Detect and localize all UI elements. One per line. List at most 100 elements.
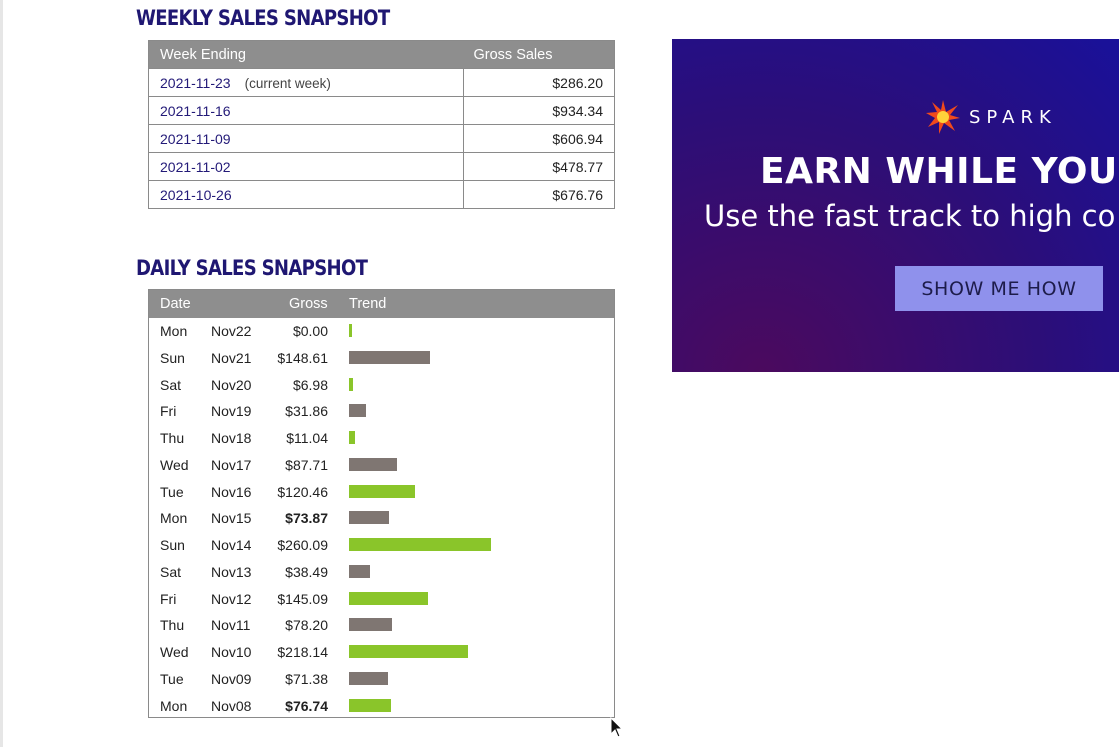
gross-sales-cell: $286.20: [463, 68, 615, 97]
gross-sales-header: Gross Sales: [463, 40, 615, 69]
daily-rows: Mon Nov22 $0.00 Sun Nov21 $148.61 Sat Nov20 $6.9…: [149, 318, 614, 719]
gross-sales-cell: $606.94: [463, 124, 615, 153]
day-of-week: Thu: [160, 430, 185, 446]
week-ending-link[interactable]: 2021-11-09: [160, 130, 231, 147]
day-of-week: Sun: [160, 537, 185, 553]
gross-cell: $148.61: [277, 349, 328, 366]
mouse-pointer-icon: [610, 717, 624, 738]
day-of-week: Sat: [160, 376, 182, 393]
gross-cell: $218.14: [277, 644, 328, 660]
day-of-week: Mon: [160, 323, 188, 339]
date-cell: Nov12: [211, 590, 252, 607]
gross-cell: $76.74: [285, 697, 328, 714]
trend-bar: [349, 511, 390, 525]
day-of-week: Wed: [160, 644, 189, 660]
daily-row: Sat Nov13 $38.49: [149, 559, 614, 586]
date-cell: Nov19: [211, 403, 252, 420]
weekly-row: 2021-11-23 (current week) $286.20: [148, 68, 615, 97]
gross-sales-cell: $478.77: [463, 152, 615, 181]
trend-bar: [349, 591, 429, 605]
daily-sales-title: DAILY SALES SNAPSHOT: [136, 256, 368, 280]
weekly-row: 2021-11-16 $934.34: [148, 96, 615, 125]
day-of-week: Sat: [160, 563, 182, 580]
trend-bar: [349, 350, 431, 364]
ad-headline: EARN WHILE YOU S: [760, 151, 1119, 192]
daily-row: Tue Nov09 $71.38: [149, 666, 614, 693]
date-cell: Nov08: [211, 697, 252, 714]
gross-cell: $6.98: [292, 376, 328, 393]
week-ending-link[interactable]: 2021-10-26: [160, 186, 232, 203]
gross-cell: $38.49: [285, 563, 328, 580]
trend-bar: [349, 698, 391, 712]
weekly-header-row: Week Ending Gross Sales: [148, 40, 615, 69]
trend-bar: [349, 618, 392, 632]
spark-logo: SPARK: [925, 99, 1057, 135]
gross-sales-cell: $934.34: [463, 96, 615, 125]
week-ending-cell: 2021-11-09: [148, 124, 464, 153]
daily-row: Tue Nov16 $120.46: [149, 479, 614, 506]
show-me-how-button[interactable]: SHOW ME HOW: [895, 266, 1103, 311]
date-cell: Nov11: [211, 617, 251, 634]
date-cell: Nov15: [211, 510, 252, 527]
spark-brand-name: SPARK: [969, 106, 1057, 128]
daily-row: Fri Nov12 $145.09: [149, 586, 614, 613]
date-cell: Nov20: [211, 376, 252, 393]
gross-cell: $73.87: [285, 510, 328, 527]
week-ending-cell: 2021-10-26: [148, 180, 464, 209]
week-ending-link[interactable]: 2021-11-16: [160, 102, 231, 119]
date-cell: Nov17: [211, 456, 252, 473]
daily-row: Mon Nov22 $0.00: [149, 318, 614, 345]
trend-header: Trend: [349, 296, 387, 312]
daily-row: Thu Nov18 $11.04: [149, 425, 614, 452]
week-ending-link[interactable]: 2021-11-23: [160, 74, 231, 91]
date-header: Date: [160, 296, 191, 312]
day-of-week: Mon: [160, 510, 188, 527]
date-cell: Nov18: [211, 430, 252, 446]
week-ending-cell: 2021-11-23 (current week): [148, 68, 464, 97]
gross-cell: $87.71: [285, 456, 328, 473]
daily-sales-table: Date Gross Trend Mon Nov22 $0.00 Sun Nov21 $1…: [148, 289, 615, 718]
trend-bar: [349, 671, 388, 685]
date-cell: Nov10: [211, 644, 252, 660]
trend-bar: [349, 645, 469, 658]
daily-row: Sat Nov20 $6.98: [149, 372, 614, 399]
trend-bar: [349, 431, 356, 444]
weekly-sales-title: WEEKLY SALES SNAPSHOT: [136, 6, 390, 30]
day-of-week: Fri: [160, 403, 177, 420]
date-cell: Nov13: [211, 563, 252, 580]
date-cell: Nov09: [211, 670, 252, 687]
spark-star-icon: [926, 100, 960, 134]
ad-subline: Use the fast track to high co: [704, 199, 1116, 233]
gross-cell: $11.04: [286, 430, 328, 446]
trend-bar: [349, 538, 491, 551]
week-ending-cell: 2021-11-16: [148, 96, 464, 125]
week-ending-link[interactable]: 2021-11-02: [160, 158, 231, 175]
daily-row: Sun Nov21 $148.61: [149, 345, 614, 372]
week-ending-cell: 2021-11-02: [148, 152, 464, 181]
daily-row: Wed Nov17 $87.71: [149, 452, 614, 479]
day-of-week: Wed: [160, 456, 189, 473]
gross-cell: $145.09: [277, 590, 328, 607]
weekly-sales-table: Week Ending Gross Sales 2021-11-23 (curre…: [148, 40, 615, 209]
day-of-week: Mon: [160, 697, 188, 714]
trend-bar: [349, 377, 353, 391]
date-cell: Nov14: [211, 537, 252, 553]
daily-row: Fri Nov19 $31.86: [149, 398, 614, 425]
daily-row: Wed Nov10 $218.14: [149, 639, 614, 666]
week-ending-header: Week Ending: [148, 40, 464, 69]
weekly-row: 2021-11-02 $478.77: [148, 152, 615, 181]
trend-bar: [349, 457, 397, 471]
daily-header-row: Date Gross Trend: [149, 290, 614, 318]
gross-cell: $0.00: [292, 323, 328, 339]
page-left-edge: [0, 0, 3, 747]
day-of-week: Tue: [160, 670, 184, 687]
daily-row: Sun Nov14 $260.09: [149, 532, 614, 559]
gross-cell: $31.86: [285, 403, 328, 420]
current-week-note: (current week): [244, 75, 331, 91]
spark-ad-banner[interactable]: SPARK EARN WHILE YOU S Use the fast trac…: [672, 39, 1119, 372]
date-cell: Nov16: [211, 483, 252, 500]
gross-cell: $120.46: [277, 483, 328, 500]
daily-row: Mon Nov15 $73.87: [149, 505, 614, 532]
weekly-row: 2021-10-26 $676.76: [148, 180, 615, 209]
daily-row: Thu Nov11 $78.20: [149, 612, 614, 639]
